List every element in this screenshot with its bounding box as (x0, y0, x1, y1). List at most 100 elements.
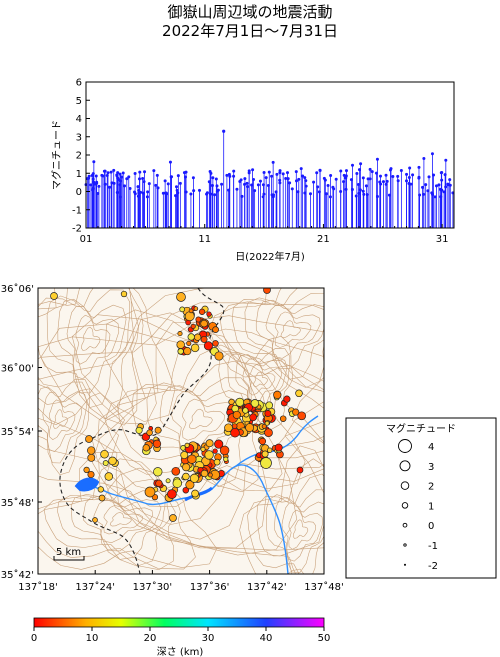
magnitude-point (251, 168, 255, 172)
magnitude-point (191, 176, 195, 180)
magnitude-point (434, 184, 438, 188)
magnitude-point (103, 169, 107, 173)
magnitude-point (391, 175, 395, 179)
magnitude-point (278, 181, 282, 185)
magnitude-point (243, 182, 247, 186)
magnitude-point (137, 188, 141, 192)
magnitude-point (175, 185, 179, 189)
magnitude-point (178, 181, 182, 185)
magnitude-point (232, 169, 236, 173)
magnitude-point (156, 186, 160, 190)
magnitude-point (271, 160, 275, 164)
magnitude-point (267, 170, 271, 174)
magnitude-point (152, 169, 156, 173)
magnitude-point (213, 193, 217, 197)
y-tick-label: 6 (76, 78, 82, 89)
magnitude-point (121, 171, 125, 175)
magnitude-point (240, 194, 244, 198)
magnitude-point (368, 167, 372, 171)
magnitude-point (154, 183, 158, 187)
magnitude-point (339, 169, 343, 173)
magnitude-point (408, 166, 412, 170)
magnitude-point (399, 168, 403, 172)
magnitude-point (315, 171, 319, 175)
title-line-1: 御嶽山周辺域の地震活動 (167, 3, 333, 21)
magnitude-stems (84, 129, 455, 228)
magnitude-point (396, 174, 400, 178)
magnitude-point (448, 183, 452, 187)
magnitude-point (299, 167, 303, 171)
magnitude-point (146, 190, 150, 194)
magnitude-point (209, 171, 213, 175)
magnitude-point (375, 195, 379, 199)
magnitude-point (417, 165, 421, 169)
magnitude-point (256, 183, 260, 187)
magnitude-point (227, 172, 231, 176)
magnitude-point (281, 172, 285, 176)
magnitude-point (329, 174, 333, 178)
magnitude-point (94, 174, 98, 178)
magnitude-point (258, 179, 262, 183)
magnitude-point (297, 177, 301, 181)
magnitude-point (138, 170, 142, 174)
magnitude-point (385, 179, 389, 183)
magnitude-point (108, 185, 112, 189)
magnitude-point (197, 188, 201, 192)
magnitude-point (384, 173, 388, 177)
y-tick-label: 5 (76, 96, 82, 107)
magnitude-point (389, 167, 393, 171)
magnitude-point (396, 179, 400, 183)
y-tick-label: 3 (76, 132, 82, 143)
magnitude-point (147, 182, 151, 186)
magnitude-point (216, 188, 220, 192)
magnitude-point (322, 176, 326, 180)
y-tick-label: 4 (76, 114, 82, 125)
magnitude-point (123, 184, 127, 188)
x-tick-label: 01 (80, 234, 93, 245)
magnitude-point (355, 171, 359, 175)
magnitude-point (169, 175, 173, 179)
magnitude-point (101, 174, 105, 178)
magnitude-point (378, 180, 382, 184)
magnitude-point (278, 171, 282, 175)
magnitude-point (424, 183, 428, 187)
magnitude-point (207, 180, 211, 184)
magnitude-point (110, 181, 114, 185)
magnitude-point (350, 187, 354, 191)
magnitude-point (332, 187, 336, 191)
y-tick-label: 1 (76, 169, 82, 180)
magnitude-point (362, 192, 366, 196)
magnitude-point (211, 176, 215, 180)
magnitude-point (270, 174, 274, 178)
magnitude-point (214, 177, 218, 181)
magnitude-point (405, 172, 409, 176)
magnitude-point (116, 171, 120, 175)
magnitude-point (296, 190, 300, 194)
magnitude-point (97, 184, 101, 188)
magnitude-point (266, 183, 270, 187)
magnitude-point (444, 158, 448, 162)
magnitude-point (91, 177, 95, 181)
magnitude-point (446, 182, 450, 186)
magnitude-point (264, 176, 268, 180)
magnitude-point (205, 192, 209, 196)
magnitude-point (418, 193, 422, 197)
magnitude-point (334, 177, 338, 181)
magnitude-point (359, 162, 363, 166)
magnitude-point (166, 182, 170, 186)
magnitude-point (375, 157, 379, 161)
magnitude-point (87, 176, 91, 180)
magnitude-point (125, 177, 129, 181)
magnitude-point (422, 157, 426, 161)
y-axis-label: マグニチュード (50, 120, 63, 190)
magnitude-point (262, 192, 266, 196)
magnitude-point (364, 184, 368, 188)
magnitude-point (290, 187, 294, 191)
magnitude-point (120, 175, 124, 179)
magnitude-point (344, 169, 348, 173)
magnitude-point (370, 170, 374, 174)
magnitude-point (328, 195, 332, 199)
magnitude-point (379, 174, 383, 178)
magnitude-point (442, 190, 446, 194)
magnitude-point (168, 160, 172, 164)
